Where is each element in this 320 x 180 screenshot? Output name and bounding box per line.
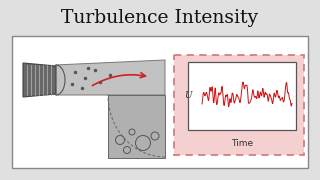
Polygon shape	[23, 63, 56, 97]
Bar	[174, 55, 304, 155]
Bar	[188, 62, 296, 130]
Text: U: U	[184, 91, 192, 100]
Text: Time: Time	[231, 138, 253, 147]
Bar	[12, 36, 308, 168]
Polygon shape	[108, 95, 165, 158]
Text: Turbulence Intensity: Turbulence Intensity	[61, 9, 259, 27]
Polygon shape	[55, 60, 165, 95]
